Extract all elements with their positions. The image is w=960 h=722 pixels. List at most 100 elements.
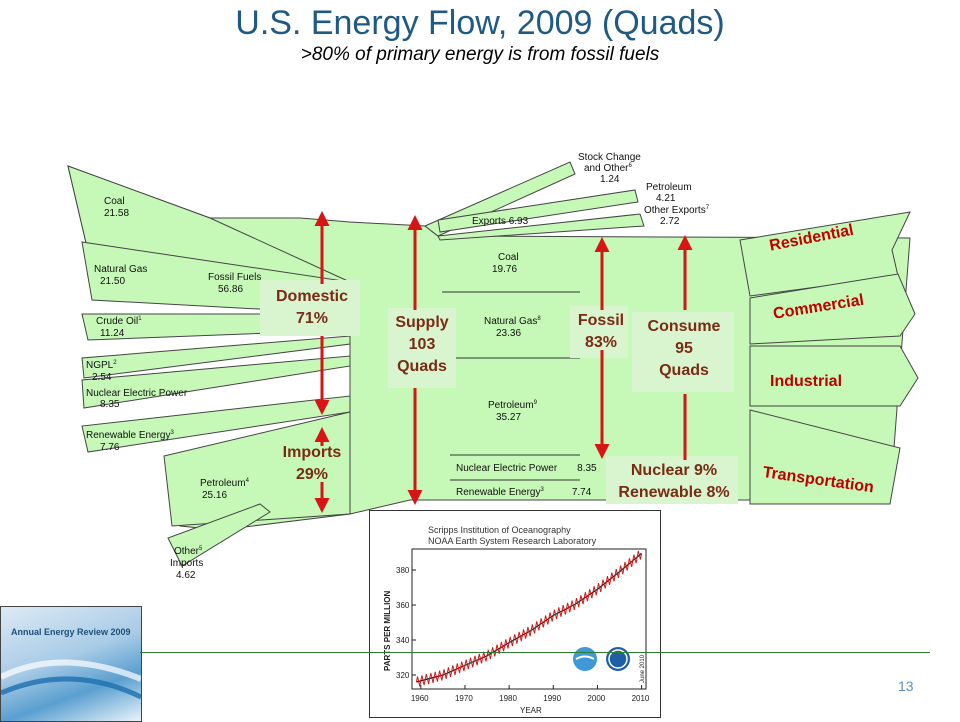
co2-ytick-label: 340 — [396, 636, 410, 645]
cons-coal-value: 19.76 — [492, 264, 517, 275]
src-renewable-value: 7.76 — [100, 442, 120, 453]
report-cover-swoosh-icon — [1, 659, 141, 700]
co2-xtick-label: 1980 — [499, 694, 517, 703]
src-ngpl-sup: 2 — [113, 360, 117, 366]
flow-branch-petroleum-exports — [437, 189, 639, 233]
co2-chart: Scripps Institution of Oceanography NOAA… — [383, 525, 650, 715]
flow-sector-commercial — [749, 273, 916, 345]
page-number: 13 — [898, 678, 914, 694]
report-cover-title: Annual Energy Review 2009 — [11, 627, 131, 637]
co2-xtick-label: 1970 — [455, 694, 473, 703]
exp-stock-value: 1.24 — [600, 174, 620, 185]
callout-fossil-line1: Fossil — [577, 312, 625, 329]
callout-domestic-line1: Domestic — [275, 288, 349, 305]
callout-fossil: Fossil 83% — [570, 310, 632, 354]
co2-ytick-label: 360 — [396, 601, 410, 610]
callout-renewable-line: Renewable 8% — [618, 484, 730, 501]
cons-renewable-sup: 3 — [541, 487, 545, 493]
svg-text:and Other6: and Other6 — [584, 163, 632, 174]
exp-stock-line1: Stock Change — [578, 152, 641, 163]
svg-text:Renewable Energy3: Renewable Energy3 — [86, 430, 175, 441]
src-gas-name: Natural Gas — [94, 264, 147, 275]
cons-gas-name: Natural Gas — [484, 316, 537, 327]
callout-supply-line3: Quads — [397, 358, 447, 375]
src-other-name2: Imports — [170, 558, 203, 569]
src-nuclear-name: Nuclear Electric Power — [86, 388, 188, 399]
callout-nuclear-renewable: Nuclear 9% Renewable 8% — [606, 460, 742, 504]
cons-petroleum-value: 35.27 — [496, 412, 521, 423]
co2-ytick-label: 380 — [396, 566, 410, 575]
noaa-logo — [606, 647, 630, 671]
svg-text:Exports 6.93: Exports 6.93 — [472, 216, 529, 227]
cons-petroleum-name: Petroleum — [488, 400, 534, 411]
co2-date-note: June 2010 — [640, 654, 646, 683]
co2-header-line2: NOAA Earth System Research Laboratory — [428, 536, 597, 546]
src-gas-value: 21.50 — [100, 276, 125, 287]
src-ngpl-value: 2.54 — [92, 372, 112, 383]
footer-divider — [140, 652, 930, 653]
cons-petroleum-sup: 9 — [534, 400, 538, 406]
co2-plot-frame — [411, 548, 647, 690]
exp-petroleum-value: 4.21 — [656, 193, 676, 204]
cons-gas-value: 23.36 — [496, 328, 521, 339]
src-crude-name: Crude Oil — [96, 316, 138, 327]
callout-domestic-line2: 71% — [295, 310, 329, 327]
callout-fossil-line2: 83% — [584, 334, 618, 351]
src-other-sup: 5 — [199, 546, 203, 552]
scripps-logo — [573, 647, 597, 671]
flow-sector-industrial — [749, 345, 919, 407]
cons-renewable-name: Renewable Energy — [456, 487, 541, 498]
svg-text:Natural Gas8: Natural Gas8 — [484, 316, 541, 327]
src-renewable-name: Renewable Energy — [86, 430, 171, 441]
callout-consume-line1: Consume — [647, 318, 721, 335]
cons-nuclear-value: 8.35 — [577, 463, 597, 474]
exp-other-value: 2.72 — [660, 216, 680, 227]
slide-subtitle: >80% of primary energy is from fossil fu… — [300, 44, 660, 65]
exp-other-sup: 7 — [706, 205, 710, 211]
src-petroleum-sup: 4 — [246, 478, 250, 484]
co2-header-line1: Scripps Institution of Oceanography — [428, 525, 571, 535]
co2-xtick-label: 1990 — [543, 694, 561, 703]
flow-band-ngpl — [81, 335, 351, 379]
callout-nuclear-line: Nuclear 9% — [630, 462, 718, 479]
src-crude-value: 11.24 — [100, 328, 125, 339]
src-ngpl-name: NGPL — [86, 360, 114, 371]
fossil-fuels-name: Fossil Fuels — [208, 272, 261, 283]
src-crude-sup: 1 — [138, 316, 142, 322]
flow-branch-other-exports — [437, 213, 645, 241]
cons-coal-name: Coal — [498, 252, 519, 263]
svg-text:Petroleum9: Petroleum9 — [488, 400, 538, 411]
src-petroleum-name: Petroleum — [200, 478, 246, 489]
co2-ytick-label: 320 — [396, 671, 410, 680]
callout-domestic: Domestic 71% — [262, 286, 362, 330]
callout-supply: Supply 103 Quads — [386, 312, 458, 378]
callout-consume: Consume 95 Quads — [634, 316, 734, 382]
flow-band-nuclear — [81, 355, 351, 409]
src-coal-value: 21.58 — [104, 208, 129, 219]
exp-total-value: 6.93 — [509, 216, 529, 227]
exp-total-name: Exports — [472, 216, 506, 227]
scripps-logo-icon — [573, 647, 597, 671]
co2-xtick-label: 1960 — [411, 694, 429, 703]
src-renewable-sup: 3 — [171, 430, 175, 436]
exp-petroleum-name: Petroleum — [646, 182, 692, 193]
co2-xtick-label: 2010 — [632, 694, 650, 703]
src-petroleum-value: 25.16 — [202, 490, 227, 501]
callout-imports: Imports 29% — [272, 442, 352, 486]
callout-consume-line3: Quads — [659, 362, 709, 379]
src-coal-name: Coal — [104, 196, 125, 207]
fossil-fuels-value: 56.86 — [218, 284, 243, 295]
svg-text:Crude Oil1: Crude Oil1 — [96, 316, 142, 327]
cons-nuclear-name: Nuclear Electric Power — [456, 463, 558, 474]
flow-band-other-imports — [167, 503, 271, 567]
callout-imports-line1: Imports — [282, 444, 342, 461]
co2-xlabel: YEAR — [520, 706, 542, 715]
flow-sector-residential — [739, 211, 911, 297]
src-nuclear-value: 8.35 — [100, 399, 120, 410]
callout-supply-line1: Supply — [395, 314, 449, 331]
slide-title: U.S. Energy Flow, 2009 (Quads) — [235, 4, 725, 42]
co2-ylabel: PARTS PER MILLION — [383, 590, 392, 671]
svg-text:Other Exports7: Other Exports7 — [644, 205, 710, 216]
exp-stock-line2: and Other — [584, 163, 629, 174]
